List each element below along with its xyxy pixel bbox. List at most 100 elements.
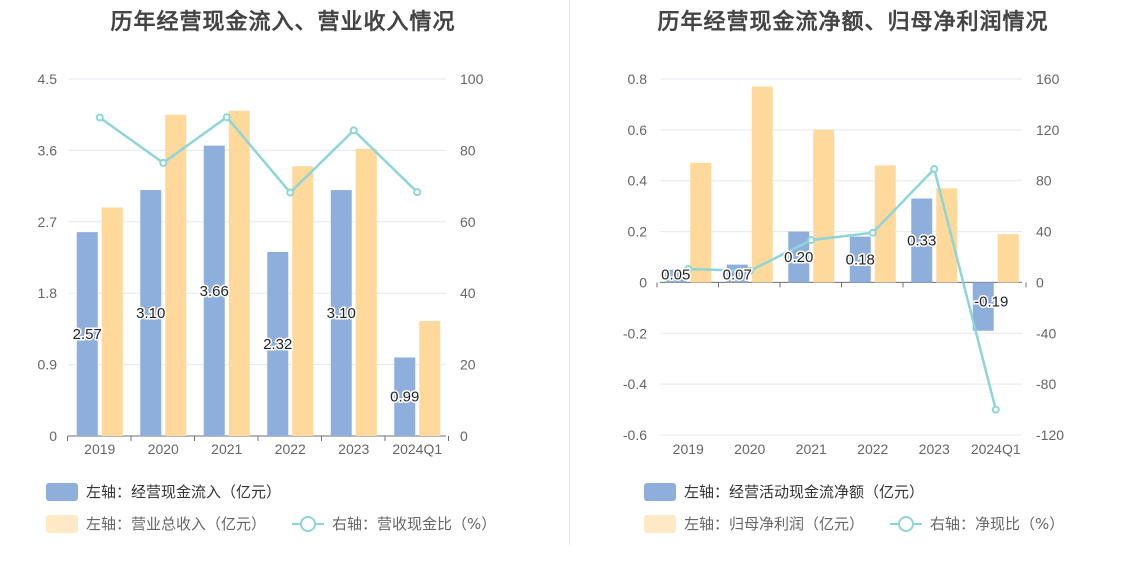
bar-blue <box>330 190 352 436</box>
left-chart-title: 历年经营现金流入、营业收入情况 <box>110 10 456 35</box>
right-axis-tick-label: -40 <box>1036 325 1056 341</box>
legend-swatch-orange <box>644 514 676 533</box>
bar-orange <box>936 188 958 283</box>
panel-divider <box>569 0 570 545</box>
legend-item-cash-inflow[interactable]: 左轴：经营现金流入（亿元） <box>46 481 281 502</box>
bar-blue <box>972 282 994 331</box>
right-axis-tick-label: 80 <box>1036 173 1052 189</box>
bar-data-label: 2.57 <box>73 326 102 343</box>
left-axis-tick-label: -0.6 <box>623 427 647 443</box>
right-chart-title: 历年经营现金流净额、归母净利润情况 <box>657 10 1049 35</box>
right-axis-tick-label: 120 <box>1036 122 1060 138</box>
line-series <box>688 166 997 410</box>
legend-item-revenue-cash-ratio[interactable]: 右轴：营收现金比（%） <box>292 513 496 534</box>
left-axis-tick-label: 1.8 <box>38 285 58 301</box>
left-axis-tick-label: 0.2 <box>628 224 648 240</box>
left-axis-tick-label: 0.6 <box>628 122 648 138</box>
legend-label: 左轴：经营现金流入（亿元） <box>86 483 282 501</box>
left-axis-tick-label: 2.7 <box>38 214 58 230</box>
x-axis-tick-label: 2023 <box>919 441 950 457</box>
legend-item-net-cash-flow[interactable]: 左轴：经营活动现金流净额（亿元） <box>644 481 924 502</box>
legend-swatch-blue <box>46 482 78 501</box>
right-axis-tick-label: 0 <box>460 428 468 444</box>
legend-item-net-cash-ratio[interactable]: 右轴：净现比（%） <box>890 513 1064 534</box>
bar-data-label: 2.32 <box>263 336 292 353</box>
line-point <box>222 113 231 122</box>
left-axis-tick-label: 0 <box>49 428 57 444</box>
line-point <box>159 158 168 167</box>
bar-orange <box>165 114 187 436</box>
x-axis-tick-label: 2022 <box>275 441 306 457</box>
x-axis-tick-label: 2021 <box>211 441 242 457</box>
line-point <box>95 113 104 122</box>
bar-orange <box>690 162 712 283</box>
left-axis-tick-label: 0 <box>639 274 647 290</box>
bar-orange <box>228 110 250 436</box>
left-axis-tick-label: 0.9 <box>38 357 58 373</box>
right-axis-tick-label: 80 <box>460 142 476 158</box>
legend-swatch-orange <box>46 514 78 533</box>
left-chart-panel: 历年经营现金流入、营业收入情况 0 0.9 1.8 2.7 3.6 4.5 0 20 40 60 8… <box>0 0 566 582</box>
right-axis-tick-label: 60 <box>460 214 476 230</box>
bar-data-label: 3.10 <box>136 305 165 322</box>
bar-orange <box>813 129 835 283</box>
right-axis-tick-label: 100 <box>460 71 484 87</box>
bar-orange <box>419 320 441 436</box>
line-series <box>99 115 419 195</box>
bar-blue <box>267 251 289 436</box>
right-axis-tick-label: 0 <box>1036 274 1044 290</box>
left-axis-tick-label: 0.8 <box>628 71 648 87</box>
legend-item-revenue[interactable]: 左轴：营业总收入（亿元） <box>46 513 266 534</box>
right-axis-tick-label: 40 <box>460 285 476 301</box>
x-axis-tick-label: 2019 <box>673 441 704 457</box>
bar-data-label: 0.07 <box>723 266 752 283</box>
line-point <box>745 266 754 275</box>
legend-label: 左轴：归母净利润（亿元） <box>684 515 865 533</box>
bar-orange <box>874 165 896 283</box>
line-point <box>286 188 295 197</box>
legend-swatch-line <box>292 515 324 533</box>
line-point <box>349 126 358 135</box>
legend-item-net-profit[interactable]: 左轴：归母净利润（亿元） <box>644 513 864 534</box>
left-axis-tick-label: -0.2 <box>623 325 647 341</box>
right-axis-tick-label: -80 <box>1036 376 1056 392</box>
right-axis-tick-label: 20 <box>460 357 476 373</box>
x-axis-tick-label: 2020 <box>148 441 179 457</box>
bar-data-label: 0.20 <box>784 249 813 266</box>
line-point <box>930 165 939 174</box>
right-chart-panel: 历年经营现金流净额、归母净利润情况 -0.6 -0.4 -0.2 0 0.2 0.4 0.6… <box>572 0 1134 582</box>
bar-blue <box>911 198 933 283</box>
bar-orange <box>751 86 773 283</box>
legend-label: 右轴：营收现金比（%） <box>332 515 497 533</box>
bar-data-label: 3.10 <box>327 305 356 322</box>
bar-blue <box>203 145 225 436</box>
bar-orange <box>997 234 1019 283</box>
x-axis-tick-label: 2022 <box>857 441 888 457</box>
bar-blue <box>394 357 416 436</box>
bar-orange <box>292 166 314 436</box>
bar-data-label: 0.33 <box>907 232 936 249</box>
legend-label: 左轴：经营活动现金流净额（亿元） <box>684 483 925 501</box>
bar-data-label: 0.18 <box>846 252 875 269</box>
right-axis-tick-label: 40 <box>1036 224 1052 240</box>
bar-blue <box>76 232 98 436</box>
x-axis-tick-label: 2021 <box>796 441 827 457</box>
left-axis-tick-label: -0.4 <box>623 376 647 392</box>
bar-data-label: 0.05 <box>661 266 690 283</box>
x-axis-tick-label: 2024Q1 <box>392 441 442 457</box>
legend-label: 左轴：营业总收入（亿元） <box>86 515 267 533</box>
bar-blue <box>849 236 871 283</box>
legend-label: 右轴：净现比（%） <box>930 515 1065 533</box>
bar-blue <box>140 190 162 436</box>
legend-swatch-blue <box>644 482 676 501</box>
line-point <box>413 188 422 197</box>
left-axis-tick-label: 3.6 <box>38 142 58 158</box>
right-axis-tick-label: 160 <box>1036 71 1060 87</box>
bar-data-label: -0.19 <box>974 293 1008 310</box>
right-axis-tick-label: -120 <box>1036 427 1064 443</box>
line-point <box>807 236 816 245</box>
right-chart-svg: -0.6 -0.4 -0.2 0 0.2 0.4 0.6 0.8 -120 -80 -40 0 40 80… <box>623 71 1064 457</box>
bar-orange <box>101 207 123 436</box>
left-axis-tick-label: 4.5 <box>38 71 58 87</box>
x-axis-tick-label: 2024Q1 <box>971 441 1021 457</box>
